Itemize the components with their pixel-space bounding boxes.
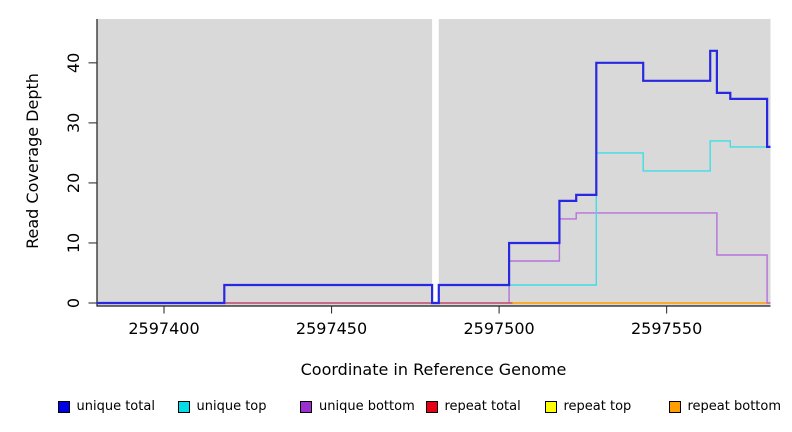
masked-region xyxy=(432,19,439,302)
x-axis-tick-label-2597400: 2597400 xyxy=(128,319,199,338)
plot-panel-group xyxy=(97,19,771,306)
y-axis-tick-label-30: 30 xyxy=(64,113,83,133)
x-axis-tick-label-2597550: 2597550 xyxy=(631,319,702,338)
y-axis-title: Read Coverage Depth xyxy=(23,73,42,249)
y-axis-tick-label-20: 20 xyxy=(64,173,83,193)
series-lines-group xyxy=(97,49,771,305)
y-axis-tick-label-40: 40 xyxy=(64,53,83,73)
axis-lines xyxy=(96,19,771,307)
y-axis-tick-label-0: 0 xyxy=(64,298,83,308)
axes-group: 2597400 2597450 2597500 2597550 0 10 20 30 40 xyxy=(64,19,771,338)
x-axis-tick-label-2597450: 2597450 xyxy=(296,319,367,338)
x-axis-tick-label-2597500: 2597500 xyxy=(463,319,534,338)
y-axis-tick-label-10: 10 xyxy=(64,233,83,253)
series-line-unique-total xyxy=(97,49,771,305)
x-axis-title: Coordinate in Reference Genome xyxy=(301,360,567,379)
